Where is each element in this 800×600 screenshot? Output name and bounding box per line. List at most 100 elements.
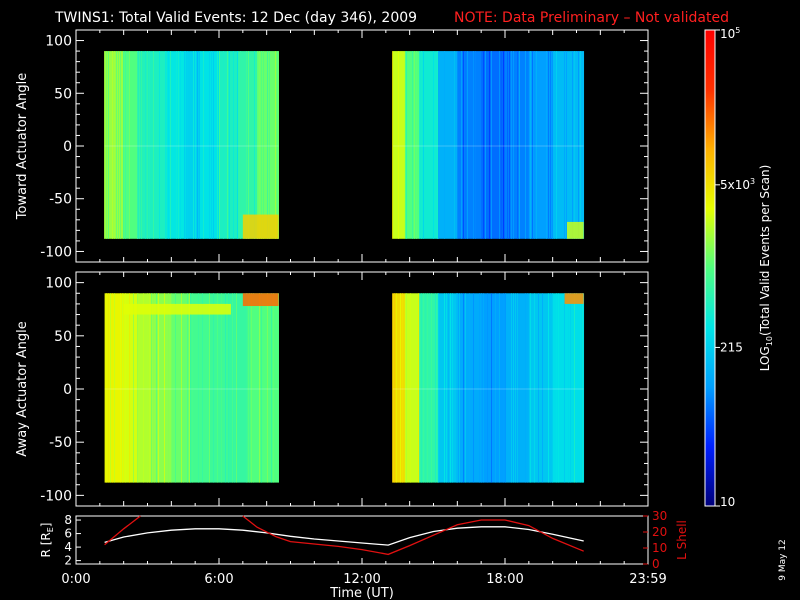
heatmap-streak	[129, 293, 130, 483]
orbit-right-tick-label: 30	[652, 509, 667, 523]
y-tick-label: 0	[63, 382, 72, 398]
heatmap-streak	[213, 293, 214, 483]
panel-away-ticks: 100 50 0 -50 -100	[40, 272, 649, 506]
heatmap-streak	[554, 51, 555, 239]
heatmap-streak	[112, 51, 113, 239]
colorbar-label-sub: 10	[765, 336, 774, 346]
y-tick-label: 50	[54, 329, 72, 345]
heatmap-streak	[137, 51, 138, 239]
heatmap-streak	[546, 51, 547, 239]
heatmap-streak	[149, 293, 150, 483]
heatmap-column	[123, 51, 139, 239]
heatmap-feature	[123, 303, 231, 315]
orbit-right-tick-label: 20	[652, 525, 667, 539]
heatmap-streak	[202, 293, 203, 483]
heatmap-streak	[153, 51, 154, 239]
heatmap-streak	[465, 293, 466, 483]
radius-line	[104, 526, 584, 546]
y-tick-label: -100	[40, 488, 72, 504]
heatmap-column	[228, 293, 248, 483]
heatmap-streak	[461, 293, 462, 483]
heatmap-streak	[473, 293, 474, 483]
heatmap-streak	[178, 51, 179, 239]
panel-orbit-lines	[104, 515, 584, 556]
heatmap-streak	[564, 51, 565, 239]
heatmap-streak	[392, 51, 393, 239]
heatmap-streak	[159, 51, 160, 239]
heatmap-streak	[416, 51, 417, 239]
heatmap-column	[238, 51, 258, 239]
heatmap-streak	[491, 293, 492, 483]
heatmap-block	[104, 293, 279, 483]
heatmap-streak	[556, 51, 557, 239]
heatmap-streak	[199, 51, 200, 239]
heatmap-streak	[406, 293, 407, 483]
heatmap-streak	[556, 293, 557, 483]
heatmap-streak	[431, 293, 432, 483]
heatmap-streak	[457, 293, 458, 483]
colorbar-tick-label: 105	[720, 26, 740, 41]
zero-angle-line	[392, 145, 584, 147]
heatmap-streak	[168, 51, 169, 239]
heatmap-streak	[515, 293, 516, 483]
heatmap-streak	[499, 293, 500, 483]
heatmap-streak	[511, 51, 512, 239]
heatmap-streak	[491, 51, 492, 239]
orbit-xlabel: Time (UT)	[329, 586, 394, 600]
y-tick-label: 0	[63, 139, 72, 155]
heatmap-streak	[225, 293, 226, 483]
heatmap-streak	[463, 51, 464, 239]
heatmap-streak	[495, 293, 496, 483]
heatmap-streak	[181, 293, 182, 483]
heatmap-streak	[261, 51, 262, 239]
heatmap-streak	[184, 51, 185, 239]
heatmap-streak	[211, 51, 212, 239]
heatmap-streak	[499, 51, 500, 239]
colorbar-frame	[704, 29, 716, 507]
heatmap-streak	[263, 51, 264, 239]
heatmap-streak	[185, 51, 186, 239]
heatmap-streak	[421, 51, 422, 239]
heatmap-column	[552, 51, 585, 239]
heatmap-streak	[259, 293, 260, 483]
heatmap-streak	[400, 293, 401, 483]
heatmap-streak	[418, 293, 419, 483]
heatmap-streak	[519, 51, 520, 239]
y-tick-label: -50	[49, 435, 72, 451]
heatmap-streak	[489, 51, 490, 239]
x-tick-label: 23:59	[629, 572, 666, 587]
heatmap-streak	[259, 51, 260, 239]
heatmap-column	[481, 293, 506, 483]
heatmap-streak	[158, 293, 159, 483]
heatmap-streak	[454, 51, 455, 239]
x-tick-label: 6:00	[204, 572, 233, 587]
heatmap-streak	[151, 293, 152, 483]
heatmap-streak	[487, 293, 488, 483]
heatmap-feature	[242, 214, 279, 239]
heatmap-streak	[410, 293, 411, 483]
x-tick-label: 0:00	[61, 572, 90, 587]
heatmap-streak	[108, 51, 109, 239]
heatmap-streak	[219, 51, 220, 239]
heatmap-streak	[269, 51, 270, 239]
heatmap-streak	[473, 51, 474, 239]
heatmap-streak	[229, 51, 230, 239]
heatmap-column	[247, 293, 279, 483]
heatmap-streak	[125, 51, 126, 239]
heatmap-streak	[170, 51, 171, 239]
heatmap-streak	[141, 51, 142, 239]
panel-away: 100 50 0 -50 -100 Away Actuator Angle	[15, 271, 649, 507]
heatmap-streak	[509, 51, 510, 239]
heatmap-streak	[176, 51, 177, 239]
heatmap-streak	[412, 51, 413, 239]
heatmap-streak	[501, 51, 502, 239]
heatmap-streak	[483, 293, 484, 483]
heatmap-streak	[217, 51, 218, 239]
heatmap-streak	[574, 51, 575, 239]
heatmap-column	[219, 51, 239, 239]
heatmap-streak	[156, 293, 157, 483]
panel-away-ylabel: Away Actuator Angle	[15, 321, 30, 456]
heatmap-feature	[564, 293, 584, 304]
